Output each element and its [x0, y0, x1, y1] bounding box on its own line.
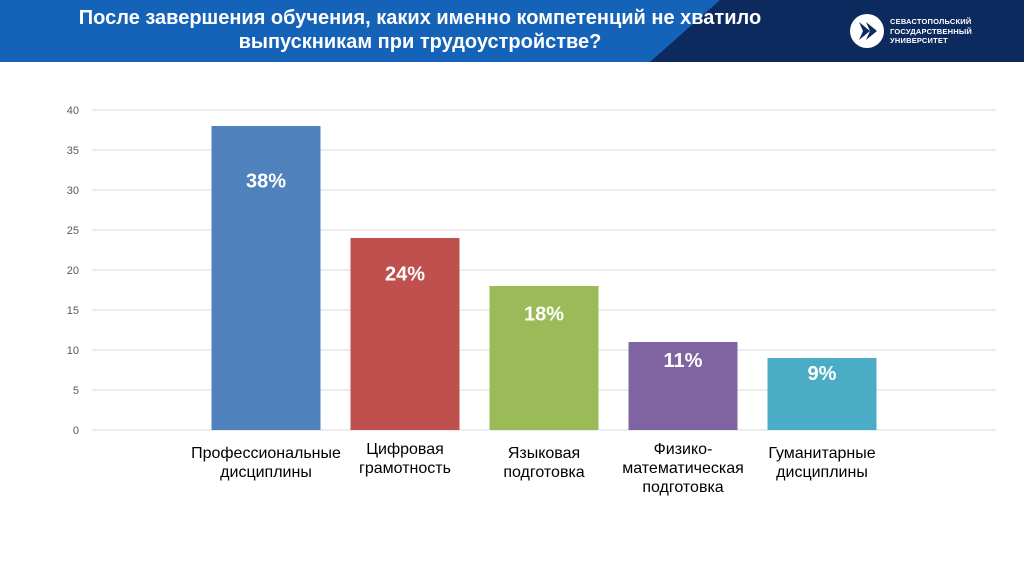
bar [628, 342, 738, 430]
x-tick-label-line: подготовка [642, 479, 724, 496]
logo-line-3: УНИВЕРСИТЕТ [890, 36, 948, 45]
bar [489, 286, 599, 430]
bar-chart: 0 5 10 15 20 25 30 35 40 38% 24% 18% 11% 9% [67, 105, 996, 437]
x-tick-label: Цифровая грамотность [330, 440, 480, 478]
logo-line-1: СЕВАСТОПОЛЬСКИЙ [890, 17, 972, 26]
y-tick-label: 20 [67, 265, 79, 277]
data-label: 38% [246, 171, 286, 193]
x-tick-label-line: Цифровая [366, 441, 444, 458]
x-tick-label-line: дисциплины [220, 464, 312, 481]
bar [767, 358, 877, 430]
x-tick-label: Языковая подготовка [469, 444, 619, 482]
y-tick-label: 0 [73, 425, 79, 437]
bar [211, 126, 321, 430]
page-title: После завершения обучения, каких именно … [20, 6, 820, 54]
x-tick-label: Профессиональные дисциплины [191, 444, 341, 482]
x-tick-label-line: Языковая [507, 445, 581, 462]
x-tick-label-line: дисциплины [776, 464, 868, 481]
x-tick-label: Гуманитарные дисциплины [747, 444, 897, 482]
x-tick-label-line: Профессиональные [191, 445, 341, 462]
y-tick-label: 35 [67, 145, 79, 157]
header-blue-band [0, 0, 720, 62]
university-name: СЕВАСТОПОЛЬСКИЙ ГОСУДАРСТВЕННЫЙ УНИВЕРСИ… [890, 17, 972, 46]
x-tick-label-line: Гуманитарные [768, 445, 876, 462]
y-tick-label: 10 [67, 345, 79, 357]
data-label: 18% [524, 303, 564, 325]
title-line-1: После завершения обучения, каких именно … [78, 7, 762, 29]
data-label: 24% [385, 264, 425, 286]
data-label: 9% [808, 363, 837, 385]
data-label: 11% [664, 350, 703, 372]
title-line-2: выпускникам при трудоустройстве? [238, 31, 602, 53]
header-banner: После завершения обучения, каких именно … [0, 0, 1024, 62]
x-tick-label-line: подготовка [503, 464, 585, 481]
y-tick-label: 15 [67, 305, 79, 317]
y-tick-label: 30 [67, 185, 79, 197]
university-logo: СЕВАСТОПОЛЬСКИЙ ГОСУДАРСТВЕННЫЙ УНИВЕРСИ… [850, 14, 1010, 50]
y-tick-label: 40 [67, 105, 79, 117]
x-tick-label-line: грамотность [359, 460, 451, 477]
logo-line-2: ГОСУДАРСТВЕННЫЙ [890, 26, 972, 36]
university-emblem-icon [850, 14, 884, 48]
bar [350, 238, 460, 430]
x-tick-label-line: Физико-математическая [622, 441, 744, 477]
y-tick-label: 5 [73, 385, 79, 397]
y-tick-label: 25 [67, 225, 79, 237]
x-tick-label: Физико-математическая подготовка [608, 440, 758, 497]
